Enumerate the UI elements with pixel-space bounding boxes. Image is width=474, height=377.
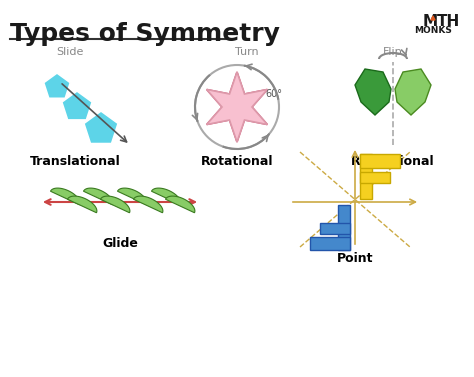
- Polygon shape: [118, 188, 147, 205]
- Text: 60°: 60°: [265, 89, 282, 99]
- Text: Glide: Glide: [102, 237, 138, 250]
- Text: Turn: Turn: [235, 47, 259, 57]
- Polygon shape: [100, 196, 130, 213]
- Text: MONKS: MONKS: [414, 26, 452, 35]
- Text: Rotational: Rotational: [201, 155, 273, 168]
- Bar: [310, 236, 350, 250]
- Polygon shape: [44, 73, 70, 98]
- Polygon shape: [431, 16, 435, 20]
- Polygon shape: [395, 69, 431, 115]
- Text: Types of Symmetry: Types of Symmetry: [10, 22, 280, 46]
- Polygon shape: [207, 72, 267, 142]
- Bar: [360, 154, 372, 199]
- Polygon shape: [152, 188, 181, 205]
- Text: M: M: [422, 14, 438, 29]
- Text: Flip: Flip: [383, 47, 403, 57]
- Text: Slide: Slide: [56, 47, 84, 57]
- Text: Translational: Translational: [29, 155, 120, 168]
- Bar: [360, 172, 390, 183]
- Bar: [320, 223, 350, 234]
- Bar: [360, 154, 400, 167]
- Polygon shape: [207, 72, 267, 142]
- Text: TH: TH: [437, 14, 460, 29]
- Polygon shape: [134, 196, 163, 213]
- Polygon shape: [62, 91, 92, 120]
- Text: Point: Point: [337, 252, 373, 265]
- Polygon shape: [51, 188, 80, 205]
- Polygon shape: [83, 188, 113, 205]
- Polygon shape: [165, 196, 195, 213]
- Polygon shape: [67, 196, 97, 213]
- Bar: [338, 205, 350, 250]
- Polygon shape: [355, 69, 391, 115]
- Text: Reflectional: Reflectional: [351, 155, 435, 168]
- Polygon shape: [84, 111, 118, 144]
